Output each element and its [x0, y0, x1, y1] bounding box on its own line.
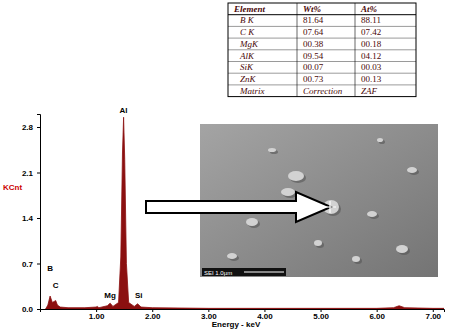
- x-axis: 1.00 2.00 3.00 4.00 5.00 6.00 7.00: [41, 309, 445, 321]
- y-tick: 0.0: [22, 305, 40, 314]
- particle: [246, 218, 258, 226]
- table-cell: Matrix: [239, 86, 265, 96]
- table-cell: AlK: [239, 51, 255, 61]
- figure: 1.00 2.00 3.00 4.00 5.00 6.00 7.00 0.0 0.7 1.4 2.1…: [0, 0, 454, 329]
- spectrum: [46, 117, 444, 309]
- table-header: Wt%: [303, 4, 322, 14]
- x-axis-title: Energy - keV: [212, 320, 261, 329]
- peak-label: Mg: [104, 291, 116, 300]
- peak-label: B: [47, 264, 53, 273]
- x-tick: 7.00: [425, 309, 441, 321]
- y-tick-label: 2.8: [22, 123, 34, 132]
- y-tick-mark: [37, 218, 40, 219]
- table-cell: B K: [240, 15, 255, 25]
- table-header: Element: [233, 4, 265, 14]
- y-tick: 0.7: [22, 260, 40, 269]
- x-tick: 4.00: [257, 309, 273, 321]
- y-tick-mark: [37, 173, 40, 174]
- table-cell: 88.11: [361, 15, 381, 25]
- y-tick: 1.4: [22, 214, 40, 223]
- table-cell: 07.64: [303, 27, 324, 37]
- y-tick: 2.8: [22, 123, 40, 132]
- y-tick-label: 1.4: [22, 214, 34, 223]
- table-header: At%: [360, 4, 378, 14]
- particle: [281, 188, 295, 196]
- table-cell: 00.73: [303, 74, 324, 84]
- table-cell: Correction: [303, 86, 343, 96]
- y-axis-line: [37, 115, 41, 310]
- y-tick-label: 0.0: [22, 305, 34, 314]
- x-tick: 1.00: [89, 309, 105, 321]
- table-col-line: [355, 3, 356, 97]
- table-cell: ZAF: [361, 86, 378, 96]
- x-tick: 2.00: [145, 309, 161, 321]
- particle: [288, 171, 304, 181]
- table-cell: 81.64: [303, 15, 324, 25]
- y-tick-label: 0.7: [22, 260, 34, 269]
- table-cell: C K: [240, 27, 255, 37]
- scale-bar-strip: [202, 268, 286, 276]
- table-cell: 04.12: [361, 51, 381, 61]
- table-cell: 00.18: [361, 39, 382, 49]
- particle: [352, 256, 360, 262]
- table-cell: 07.42: [361, 27, 381, 37]
- y-tick-mark: [37, 127, 40, 128]
- peak-label: Al: [120, 106, 128, 115]
- particle: [323, 200, 339, 214]
- x-tick-label: 6.00: [369, 312, 385, 321]
- particle: [396, 245, 408, 253]
- table-cell: 00.13: [361, 74, 382, 84]
- table-cell: 09.54: [303, 51, 324, 61]
- cross-marker: [324, 201, 336, 213]
- plot-area: [46, 117, 444, 309]
- x-tick-label: 5.00: [313, 312, 329, 321]
- table-cell: 00.07: [303, 62, 324, 72]
- peak-label: C: [53, 281, 59, 290]
- y-tick-mark: [37, 264, 40, 265]
- image-label: SEI 1.0µm: [204, 270, 232, 276]
- table-cell: ZnK: [240, 74, 257, 84]
- y-tick-mark: [37, 309, 40, 310]
- particle: [407, 167, 417, 173]
- table-cell: 00.38: [303, 39, 324, 49]
- particle: [377, 138, 383, 142]
- particle: [367, 211, 377, 217]
- x-tick: 5.00: [313, 309, 329, 321]
- x-tick: 3.00: [201, 309, 217, 321]
- y-tick-label: 2.1: [22, 169, 34, 178]
- table-cell: SiK: [240, 62, 254, 72]
- x-tick-label: 2.00: [145, 312, 161, 321]
- y-tick: 2.1: [22, 169, 40, 178]
- table-col-line: [297, 3, 298, 97]
- table-frame: [228, 3, 416, 97]
- x-tick-label: 7.00: [425, 312, 441, 321]
- particle: [268, 148, 276, 152]
- table-cell: 00.03: [361, 62, 382, 72]
- particle: [227, 253, 237, 259]
- particle: [314, 240, 322, 246]
- peak-label: Si: [135, 291, 143, 300]
- scale-bar: [244, 272, 284, 273]
- table-cell: MgK: [239, 39, 259, 49]
- y-axis: 0.0 0.7 1.4 2.1 2.8: [22, 115, 41, 315]
- x-tick-label: 1.00: [89, 312, 105, 321]
- y-axis-title: KCnt: [3, 183, 22, 192]
- arrow: [146, 192, 331, 222]
- x-tick: 6.00: [369, 309, 385, 321]
- result-table: Element Wt% At% B K 81.64 88.11 C K 07.64 07.42 M…: [228, 3, 416, 97]
